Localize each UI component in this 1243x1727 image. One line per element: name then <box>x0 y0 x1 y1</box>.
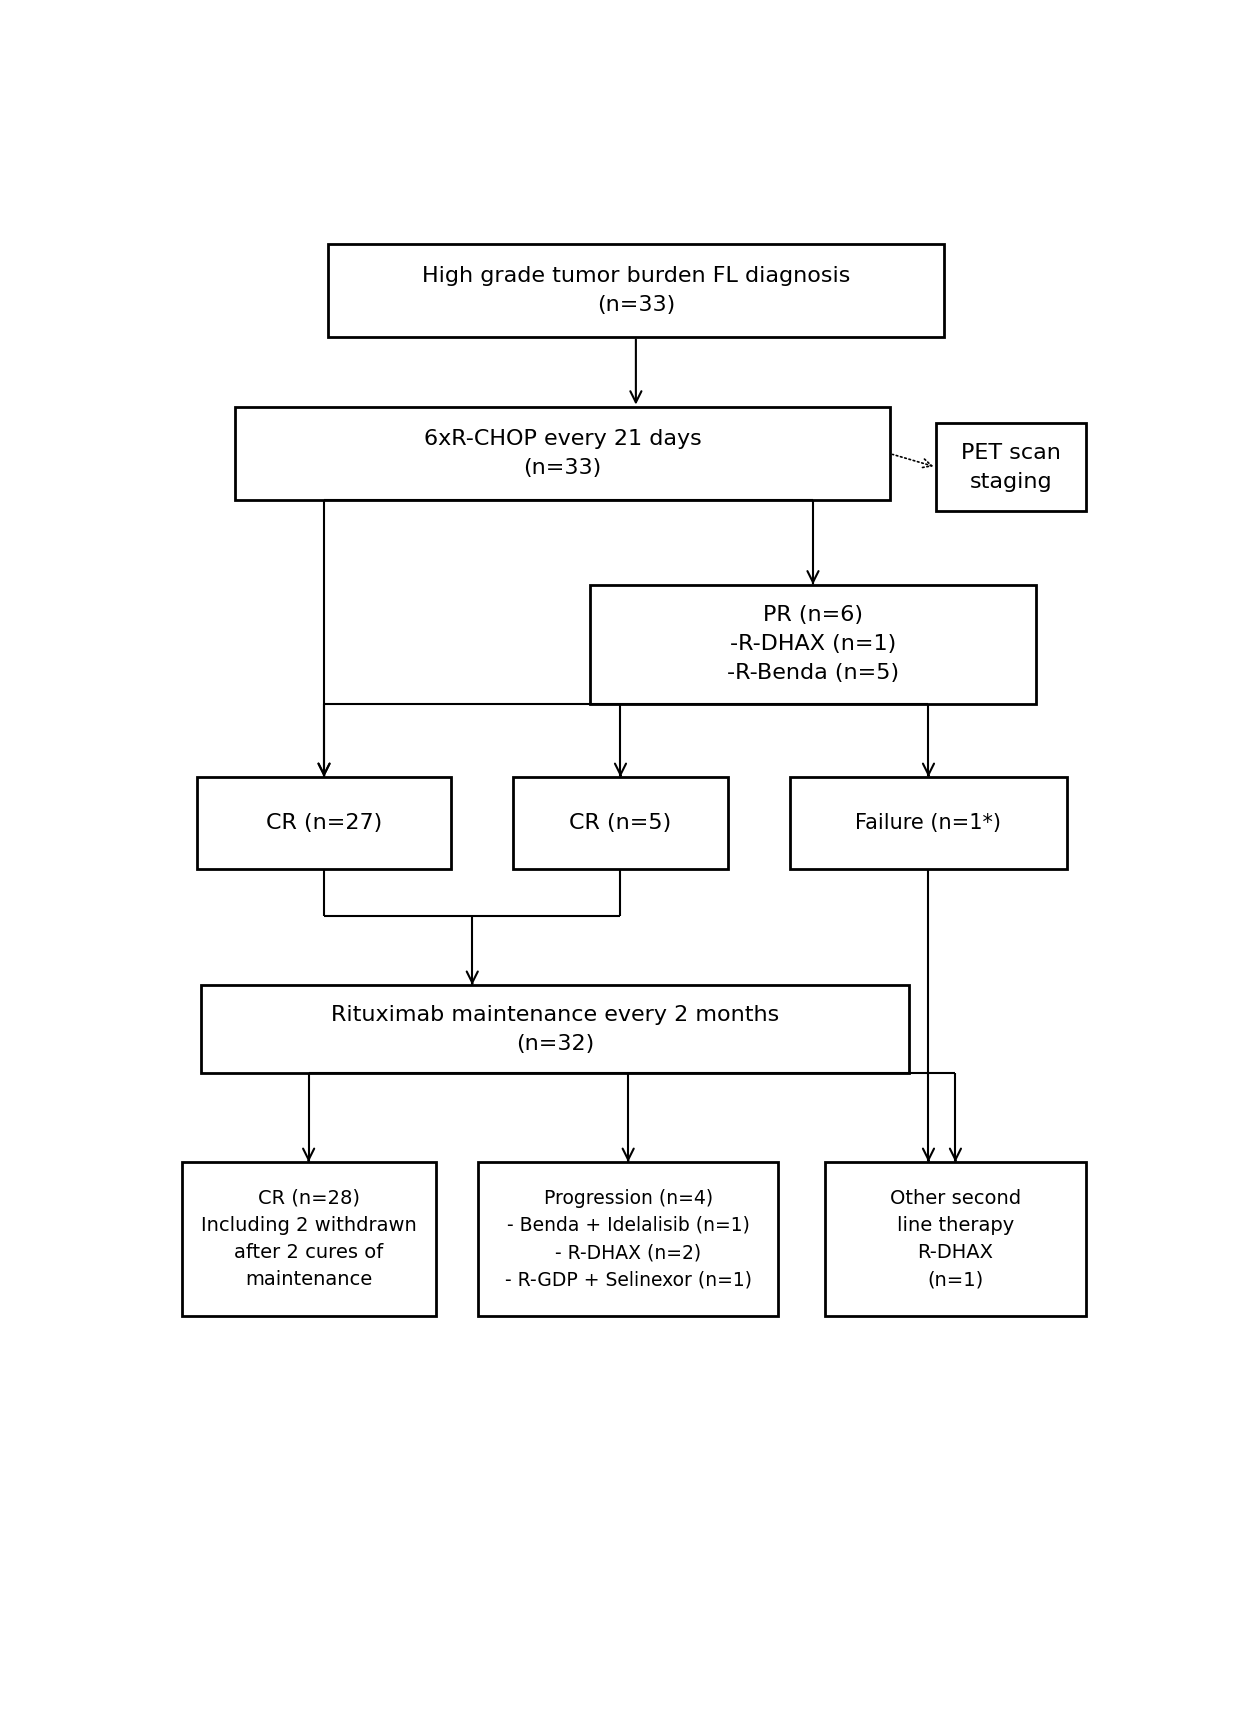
Text: PET scan
staging: PET scan staging <box>961 442 1062 492</box>
Text: Progression (n=4)
- Benda + Idelalisib (n=1)
- R-DHAX (n=2)
- R-GDP + Selinexor : Progression (n=4) - Benda + Idelalisib (… <box>505 1188 752 1290</box>
Bar <box>824 1162 1086 1316</box>
Bar <box>196 777 451 869</box>
Bar <box>328 244 943 337</box>
Bar <box>512 777 728 869</box>
Bar <box>181 1162 436 1316</box>
Bar <box>479 1162 778 1316</box>
Bar <box>201 984 909 1074</box>
Text: CR (n=28)
Including 2 withdrawn
after 2 cures of
maintenance: CR (n=28) Including 2 withdrawn after 2 … <box>201 1188 416 1290</box>
Bar <box>235 408 890 499</box>
Bar <box>789 777 1066 869</box>
Text: Other second
line therapy
R-DHAX
(n=1): Other second line therapy R-DHAX (n=1) <box>890 1188 1021 1290</box>
Text: 6xR-CHOP every 21 days
(n=33): 6xR-CHOP every 21 days (n=33) <box>424 430 701 478</box>
Text: Failure (n=1*): Failure (n=1*) <box>855 813 1002 832</box>
Text: PR (n=6)
-R-DHAX (n=1)
-R-Benda (n=5): PR (n=6) -R-DHAX (n=1) -R-Benda (n=5) <box>727 606 899 682</box>
Text: CR (n=5): CR (n=5) <box>569 813 671 832</box>
Text: Rituximab maintenance every 2 months
(n=32): Rituximab maintenance every 2 months (n=… <box>331 1005 779 1053</box>
Text: High grade tumor burden FL diagnosis
(n=33): High grade tumor burden FL diagnosis (n=… <box>421 266 850 314</box>
Text: CR (n=27): CR (n=27) <box>266 813 382 832</box>
Bar <box>589 584 1037 705</box>
Bar <box>936 423 1086 511</box>
